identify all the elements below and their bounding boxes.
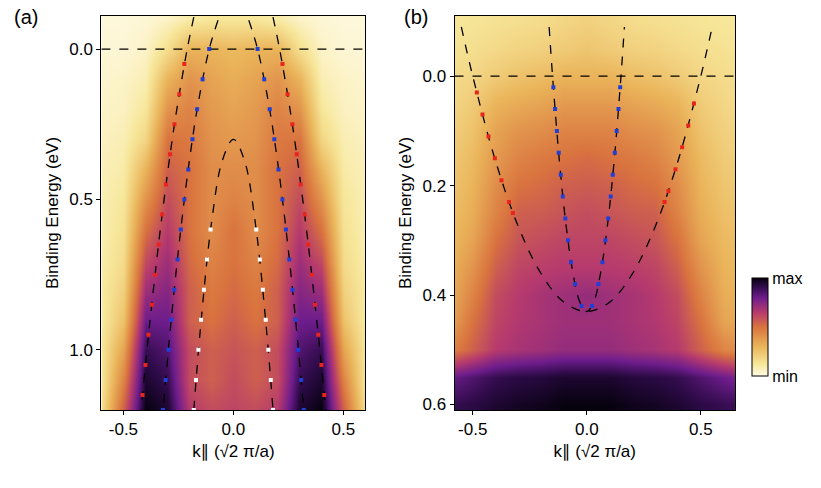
svg-text:(a): (a) bbox=[14, 6, 38, 28]
svg-text:0.4: 0.4 bbox=[422, 286, 446, 305]
svg-text:min: min bbox=[772, 368, 798, 385]
svg-text:0.0: 0.0 bbox=[222, 420, 246, 439]
svg-text:0.5: 0.5 bbox=[689, 420, 713, 439]
svg-text:0.2: 0.2 bbox=[422, 177, 446, 196]
svg-text:0.0: 0.0 bbox=[422, 67, 446, 86]
svg-text:0.0: 0.0 bbox=[69, 40, 93, 59]
svg-text:Binding Energy (eV): Binding Energy (eV) bbox=[396, 137, 415, 289]
svg-text:-0.5: -0.5 bbox=[109, 420, 138, 439]
svg-text:0.5: 0.5 bbox=[69, 190, 93, 209]
svg-text:Binding Energy (eV): Binding Energy (eV) bbox=[43, 137, 62, 289]
svg-text:1.0: 1.0 bbox=[69, 341, 93, 360]
svg-text:max: max bbox=[772, 270, 802, 287]
svg-text:-0.5: -0.5 bbox=[458, 420, 487, 439]
svg-text:0.0: 0.0 bbox=[575, 420, 599, 439]
svg-text:0.5: 0.5 bbox=[332, 420, 356, 439]
svg-text:k∥ (√2 π/a): k∥ (√2 π/a) bbox=[554, 442, 636, 461]
svg-text:0.6: 0.6 bbox=[422, 395, 446, 414]
svg-text:(b): (b) bbox=[404, 6, 428, 28]
svg-text:k∥ (√2 π/a): k∥ (√2 π/a) bbox=[192, 442, 274, 461]
